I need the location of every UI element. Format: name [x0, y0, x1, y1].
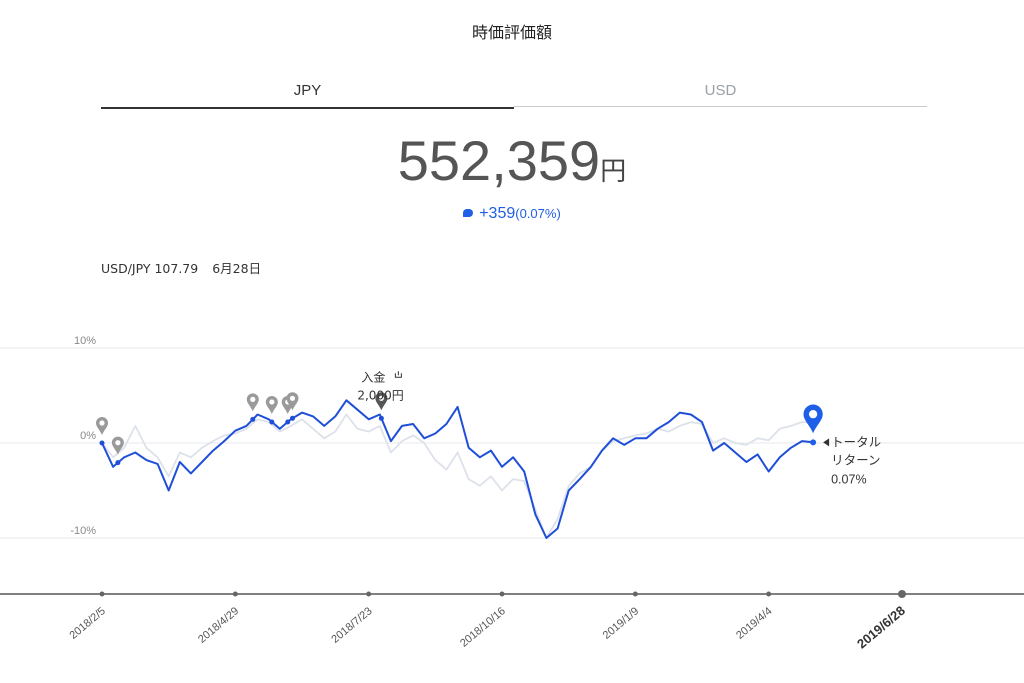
tab-usd[interactable]: USD: [514, 80, 927, 107]
xtick-dot-3: [499, 591, 505, 597]
xtick-label-4: 2019/1/9: [601, 605, 642, 642]
location-pin-icon[interactable]: [96, 417, 108, 435]
marker-point-0: [99, 440, 105, 446]
valuation-unit: 円: [600, 157, 627, 187]
xtick-dot-1: [232, 591, 238, 597]
location-pin-icon[interactable]: [246, 393, 259, 412]
current-point: [810, 439, 817, 446]
xtick-dot-6: [898, 590, 906, 598]
ytick-label-0: 10%: [74, 335, 96, 347]
deposit-amount: 2,000円: [357, 388, 403, 402]
series-benchmark: [101, 413, 814, 539]
location-pin-icon[interactable]: [111, 436, 124, 455]
pointer-triangle-icon: [823, 438, 830, 447]
current-location-pin-icon[interactable]: [803, 404, 823, 434]
currency-tabs: JPY USD: [101, 80, 927, 109]
xtick-label-5: 2019/4/4: [734, 605, 775, 642]
location-pin-icon[interactable]: [286, 392, 299, 411]
tab-jpy[interactable]: JPY: [101, 80, 514, 109]
marker-point-6: [378, 415, 384, 421]
marker-point-1: [115, 460, 121, 466]
xtick-dot-4: [632, 591, 638, 597]
fx-date: 6月28日: [212, 261, 262, 276]
xtick-dot-2: [366, 591, 372, 597]
fx-pair: USD/JPY 107.79: [101, 261, 199, 276]
marker-point-2: [250, 416, 256, 422]
valuation-amount: 552,359: [397, 129, 601, 192]
location-pin-icon[interactable]: [265, 395, 278, 414]
total-return-label: トータル: [831, 434, 881, 449]
series-portfolio: [101, 399, 814, 539]
marker-point-4: [285, 419, 291, 425]
marker-point-3: [269, 419, 275, 425]
change-amount: +359: [479, 205, 516, 222]
xtick-label-3: 2018/10/16: [458, 605, 508, 650]
ytick-label-1: 0%: [80, 430, 96, 442]
total-return-label-2: リターン: [831, 452, 880, 467]
valuation: 552,359円: [0, 128, 1024, 193]
deposit-icon: [394, 371, 402, 378]
valuation-change: +359(0.07%): [0, 205, 1024, 223]
marker-point-5: [289, 415, 295, 421]
xtick-dot-5: [766, 591, 772, 597]
fx-rate: USD/JPY 107.79 6月28日: [101, 258, 275, 277]
deposit-label: 入金: [361, 369, 385, 384]
xtick-label-0: 2018/2/5: [67, 605, 108, 642]
performance-chart[interactable]: 10% 0% -10% 2018/2/5 2018/4/29 2018/7/23 2018/…: [0, 330, 1024, 683]
page-title: 時価評価額: [471, 23, 552, 42]
xtick-label-1: 2018/4/29: [196, 605, 241, 646]
location-pin-icon[interactable]: [375, 392, 388, 411]
total-return-value: 0.07%: [831, 472, 866, 486]
change-percent: (0.07%): [515, 206, 561, 221]
xtick-dot-0: [99, 591, 105, 597]
xtick-label-2: 2018/7/23: [329, 605, 374, 646]
chat-bubble-icon: [463, 209, 474, 217]
xtick-label-6: 2019/6/28: [854, 603, 908, 652]
ytick-label-2: -10%: [70, 525, 96, 537]
